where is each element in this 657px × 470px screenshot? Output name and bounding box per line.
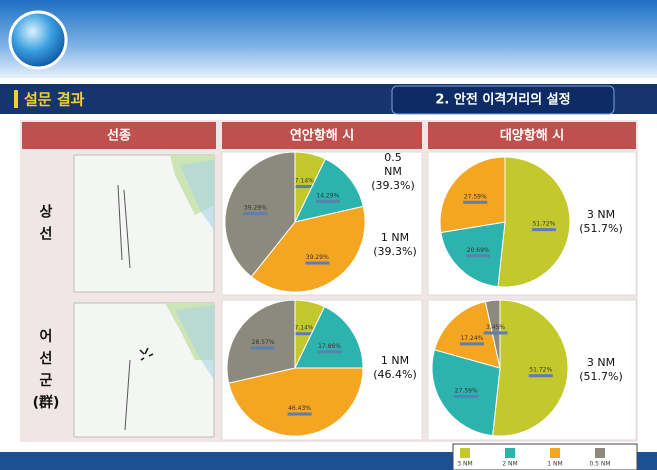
row-label-cell	[22, 152, 70, 295]
title-marker	[14, 90, 18, 108]
data-label: 51.72%	[532, 221, 555, 228]
header-text: 선종	[107, 128, 131, 144]
annotation: 0.5	[384, 151, 402, 164]
annotation: (46.4%)	[373, 368, 417, 381]
label-underline	[251, 347, 275, 350]
data-label: 7.14%	[295, 178, 314, 185]
data-label: 28.57%	[252, 339, 275, 346]
label-underline	[532, 228, 556, 231]
annotation: 1 NM	[381, 231, 409, 244]
label-underline	[463, 201, 487, 204]
label-underline	[316, 200, 340, 203]
annotation: (51.7%)	[579, 370, 623, 383]
label-underline	[466, 254, 490, 257]
data-label: 14.29%	[316, 192, 339, 199]
legend-swatch	[505, 448, 515, 458]
annotation: (39.3%)	[373, 245, 417, 258]
data-label: 51.72%	[529, 367, 552, 374]
banner	[0, 0, 657, 78]
label-underline	[484, 331, 508, 334]
row-label: (群)	[33, 394, 60, 411]
slide-title: 설문 결과	[24, 91, 85, 109]
legend-swatch	[550, 448, 560, 458]
label-underline	[243, 212, 267, 215]
data-label: 3.45%	[486, 324, 505, 331]
data-label: 46.43%	[288, 405, 311, 412]
annotation: (39.3%)	[371, 179, 415, 192]
label-underline	[454, 395, 478, 398]
slide: 설문 결과 2. 안전 이격거리의 설정 선종연안항해 시대양항해 시상선7.1…	[0, 0, 657, 470]
row-label-cell	[22, 300, 70, 440]
legend-label: 0.5 NM	[589, 461, 610, 468]
row-label: 상	[40, 205, 53, 221]
annotation: NM	[384, 165, 402, 178]
header-text: 연안항해 시	[290, 128, 354, 144]
data-label: 39.29%	[306, 254, 329, 261]
annotation: 1 NM	[381, 354, 409, 367]
header-text: 대양항해 시	[500, 128, 564, 144]
data-label: 27.59%	[455, 387, 478, 394]
annotation: (51.7%)	[579, 222, 623, 235]
legend-label: 3 NM	[457, 461, 472, 468]
row-label: 선	[40, 227, 53, 243]
row-label: 군	[40, 373, 53, 389]
legend-swatch	[460, 448, 470, 458]
legend-label: 2 NM	[502, 461, 517, 468]
label-underline	[318, 350, 342, 353]
data-label: 17.86%	[318, 343, 341, 350]
row-label: 어	[40, 328, 53, 345]
label-underline	[529, 374, 553, 377]
globe-icon	[10, 12, 66, 68]
data-label: 39.29%	[244, 205, 267, 212]
label-underline	[288, 413, 312, 416]
data-label: 7.14%	[295, 325, 314, 332]
label-underline	[305, 262, 329, 265]
legend-label: 1 NM	[547, 461, 562, 468]
legend-swatch	[595, 448, 605, 458]
data-label: 20.69%	[467, 247, 490, 254]
annotation: 3 NM	[587, 208, 615, 221]
annotation: 3 NM	[587, 356, 615, 369]
data-label: 27.59%	[464, 193, 487, 200]
label-underline	[460, 342, 484, 345]
row-label: 선	[40, 351, 53, 367]
section-title: 2. 안전 이격거리의 설정	[435, 92, 570, 108]
data-label: 17.24%	[460, 335, 483, 342]
